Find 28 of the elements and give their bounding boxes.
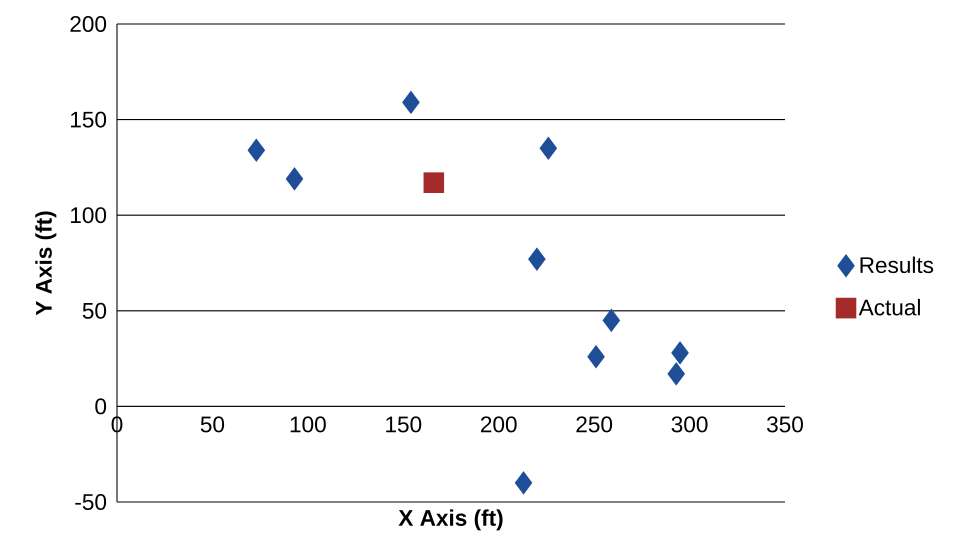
- point: [402, 90, 420, 114]
- point: [667, 362, 685, 386]
- y-tick-label: 200: [70, 16, 106, 32]
- y-tick-label: 50: [82, 302, 106, 319]
- x-tick-label: 100: [290, 416, 326, 432]
- y-axis-title: Y Axis (ft): [35, 211, 56, 316]
- point: [424, 172, 444, 193]
- y-tick-label: 150: [71, 112, 106, 128]
- x-tick-label: 300: [672, 416, 708, 432]
- point: [540, 136, 558, 160]
- x-tick-label: 150: [386, 416, 422, 432]
- y-tick-label: -50: [75, 494, 106, 510]
- point: [528, 248, 546, 271]
- point: [671, 341, 689, 364]
- y-tick-label: 0: [95, 398, 106, 414]
- x-tick-label: 250: [576, 416, 612, 432]
- x-tick-label: 350: [767, 416, 803, 432]
- x-tick-label: 200: [481, 416, 517, 432]
- point: [514, 471, 532, 494]
- legend-label: Actual: [858, 298, 920, 316]
- legend-label: Results: [860, 256, 934, 274]
- point: [587, 345, 605, 368]
- point: [286, 167, 304, 190]
- point: [248, 138, 266, 162]
- x-axis-title: X Axis (ft): [398, 509, 503, 530]
- point: [602, 308, 620, 332]
- x-tick-label: 50: [200, 416, 224, 432]
- y-tick-label: 100: [71, 207, 106, 224]
